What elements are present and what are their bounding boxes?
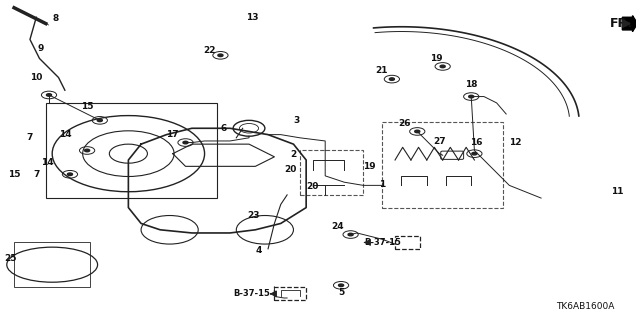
Text: 3: 3 [294,116,300,125]
Text: 26: 26 [398,119,411,128]
Text: 19: 19 [364,163,376,172]
Circle shape [389,78,394,80]
Text: 17: 17 [166,130,179,139]
Circle shape [183,141,188,144]
Text: B-37-15: B-37-15 [234,289,271,298]
Circle shape [47,94,52,96]
Text: 1: 1 [380,180,385,189]
Circle shape [67,173,72,176]
Bar [382,122,503,208]
Text: 6: 6 [221,124,227,133]
Text: B-37-15: B-37-15 [364,238,401,247]
Circle shape [84,149,90,152]
Bar [14,243,90,287]
Text: 12: 12 [509,138,522,147]
Bar [395,236,420,249]
Text: 13: 13 [246,13,259,22]
Text: FR.: FR. [610,17,633,30]
Text: 24: 24 [332,222,344,231]
Text: 2: 2 [291,150,296,159]
Text: 27: 27 [433,137,446,146]
Bar [275,287,306,300]
Circle shape [468,95,474,98]
Circle shape [472,152,477,155]
Text: 20: 20 [307,182,319,191]
Text: 16: 16 [470,138,483,147]
Text: 10: 10 [30,73,42,82]
Text: TK6AB1600A: TK6AB1600A [556,302,614,311]
Bar [46,103,217,198]
Text: 7: 7 [33,170,40,179]
Circle shape [97,119,102,122]
Text: 15: 15 [81,101,93,111]
FancyArrow shape [622,16,637,32]
Text: 7: 7 [27,133,33,142]
Text: 23: 23 [247,211,260,220]
Text: 9: 9 [38,44,44,53]
Text: 8: 8 [52,14,58,23]
Circle shape [218,54,223,57]
Text: 19: 19 [430,54,443,63]
Text: 14: 14 [59,130,71,139]
Text: 21: 21 [375,66,387,75]
Bar [300,150,364,195]
Text: 11: 11 [611,187,623,196]
Text: 4: 4 [255,246,262,255]
Text: 18: 18 [465,80,477,89]
Circle shape [348,233,353,236]
Circle shape [415,130,420,133]
Text: 25: 25 [4,254,17,263]
Text: 5: 5 [338,288,344,297]
Circle shape [339,284,344,287]
Text: 22: 22 [203,46,215,55]
Text: 20: 20 [284,165,296,174]
Text: 15: 15 [8,170,20,179]
Text: 14: 14 [41,158,53,167]
Circle shape [440,65,445,68]
